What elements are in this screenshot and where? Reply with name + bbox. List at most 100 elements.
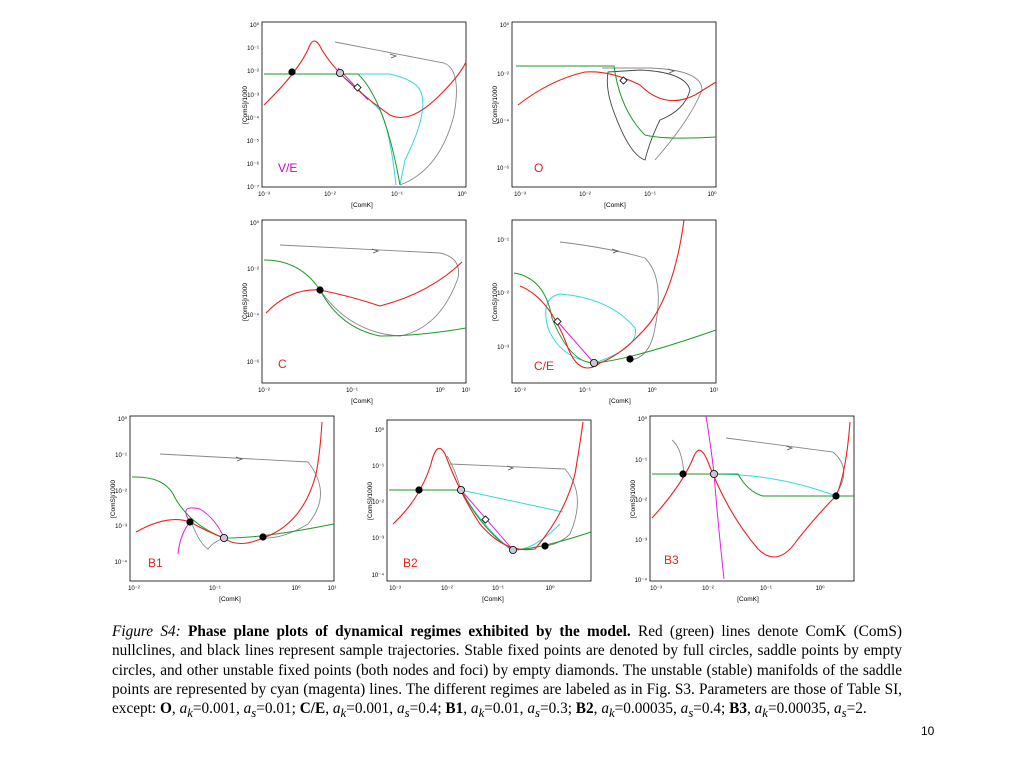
y-tick-label: 10⁻³ xyxy=(372,536,384,542)
y-tick-label: 10⁻¹ xyxy=(497,238,509,244)
x-tick-label: 10¹ xyxy=(462,388,471,394)
y-tick-label: 10⁻¹ xyxy=(247,46,259,52)
y-tick-label: 10⁻⁴ xyxy=(635,577,648,584)
stable-fixed-point xyxy=(541,542,549,550)
y-axis-label: [ComS]/1000 xyxy=(242,283,249,321)
comk-nullcline xyxy=(392,421,584,551)
caption-title: Phase plane plots of dynamical regimes e… xyxy=(187,623,631,640)
trajectory-arrow xyxy=(506,465,515,471)
param-as: 0.3 xyxy=(548,700,568,718)
stable-fixed-point xyxy=(186,518,194,526)
phase-plot-b3: 10⁰ 10⁻¹ 10⁻² 10⁻³ 10⁻⁴ 10⁻³ 10⁻² 10⁻¹ 1… xyxy=(628,414,864,606)
y-tick-labels: 10⁰ 10⁻¹ 10⁻² 10⁻³ 10⁻⁴ 10⁻⁵ 10⁻⁶ 10⁻⁷ xyxy=(247,22,260,191)
unstable-focus-diamond xyxy=(553,317,562,326)
y-tick-label: 10⁰ xyxy=(250,220,260,227)
x-tick-label: 10⁻² xyxy=(128,586,140,592)
stable-fixed-point xyxy=(288,68,296,76)
y-tick-label: 10⁻¹ xyxy=(372,464,384,470)
param-regime: B2 xyxy=(575,700,594,718)
trajectory xyxy=(334,41,457,186)
stable-fixed-point xyxy=(832,492,840,500)
unstable-manifold xyxy=(545,293,636,364)
trajectory xyxy=(279,244,460,337)
plot-frame xyxy=(649,415,855,582)
comk-nullcline xyxy=(517,71,717,106)
x-tick-label: 10⁻¹ xyxy=(391,192,403,198)
param-ak: 0.00035 xyxy=(776,700,827,718)
figure-caption: Figure S4: Phase plane plots of dynamica… xyxy=(112,622,902,724)
y-tick-label: 10⁻⁴ xyxy=(372,572,385,579)
x-tick-label: 10⁻³ xyxy=(258,192,270,198)
y-tick-label: 10⁻⁴ xyxy=(497,118,510,125)
y-axis-label: [ComS]/1000 xyxy=(110,480,117,518)
phase-plot-b1: 10⁰ 10⁻¹ 10⁻² 10⁻³ 10⁻⁴ 10⁻² 10⁻¹ 10⁰ 10… xyxy=(108,414,344,606)
y-tick-label: 10⁻³ xyxy=(497,345,509,351)
stable-fixed-point xyxy=(679,470,687,478)
y-tick-label: 10⁻³ xyxy=(247,93,259,99)
regime-label: B2 xyxy=(403,556,418,570)
param-regime: B1 xyxy=(445,700,464,718)
plot-frame xyxy=(386,419,592,582)
unstable-manifold xyxy=(460,489,564,513)
figure-label: Figure S4: xyxy=(112,623,181,640)
y-tick-label: 10⁰ xyxy=(638,416,648,423)
saddle-point xyxy=(508,545,517,554)
x-tick-labels: 10⁻² 10⁻¹ 10⁰ 10¹ xyxy=(514,387,718,394)
y-tick-label: 10⁻² xyxy=(115,489,127,495)
trajectory-arrow xyxy=(667,68,676,74)
stable-fixed-point xyxy=(415,486,423,494)
y-tick-label: 10⁻⁴ xyxy=(247,115,260,122)
y-tick-label: 10⁻² xyxy=(247,69,259,75)
param-as: 0.4 xyxy=(418,700,438,718)
phase-plot-ce: 10⁻¹ 10⁻² 10⁻³ 10⁻² 10⁻¹ 10⁰ 10¹ [ComK] … xyxy=(490,218,726,408)
x-axis-label: [ComK] xyxy=(609,398,631,405)
x-tick-label: 10⁻¹ xyxy=(579,388,591,394)
y-tick-label: 10⁻⁴ xyxy=(115,559,128,566)
y-tick-label: 10⁻⁶ xyxy=(497,165,510,172)
y-tick-labels: 10⁻¹ 10⁻² 10⁻³ xyxy=(497,238,509,351)
x-tick-labels: 10⁻³ 10⁻² 10⁻¹ 10⁰ xyxy=(258,191,467,198)
y-axis-label: [ComS]/1000 xyxy=(242,86,249,124)
unstable-node-diamond xyxy=(353,83,362,92)
y-tick-label: 10⁻¹ xyxy=(115,453,127,459)
coms-nullcline xyxy=(516,65,717,139)
x-axis-label: [ComK] xyxy=(351,398,373,405)
saddle-point xyxy=(220,534,229,543)
x-tick-label: 10⁻¹ xyxy=(760,586,772,592)
param-regime: B3 xyxy=(729,700,747,718)
x-tick-label: 10⁻¹ xyxy=(209,586,221,592)
param-ak: 0.01 xyxy=(492,700,520,718)
regime-label: V/E xyxy=(278,161,297,175)
x-axis-label: [ComK] xyxy=(737,596,759,603)
regime-label: O xyxy=(534,161,543,175)
caption-params: O, ak=0.001, as=0.01; C/E, ak=0.001, as=… xyxy=(160,700,867,721)
y-tick-label: 10⁻⁶ xyxy=(247,359,260,366)
y-tick-label: 10⁻⁵ xyxy=(247,138,260,145)
x-tick-label: 10⁰ xyxy=(647,387,657,394)
trajectory-arrow xyxy=(785,445,794,451)
saddle-point xyxy=(710,470,719,479)
x-axis-label: [ComK] xyxy=(351,202,373,209)
x-tick-label: 10⁻¹ xyxy=(644,192,656,198)
coms-nullcline xyxy=(513,272,717,364)
page-number: 10 xyxy=(921,724,935,738)
x-tick-label: 10⁻² xyxy=(702,586,714,592)
param-as: 2 xyxy=(855,700,863,718)
y-tick-label: 10⁻¹ xyxy=(635,458,647,464)
y-tick-label: 10⁻⁴ xyxy=(247,312,260,319)
phase-plot-o: 10⁰ 10⁻² 10⁻⁴ 10⁻⁶ 10⁻³ 10⁻² 10⁻¹ 10⁰ [C… xyxy=(490,20,726,212)
x-tick-labels: 10⁻³ 10⁻² 10⁻¹ 10⁰ xyxy=(389,585,555,592)
phase-plot-b2: 10⁰ 10⁻¹ 10⁻² 10⁻³ 10⁻⁴ 10⁻³ 10⁻² 10⁻¹ 1… xyxy=(365,414,601,606)
x-tick-label: 10⁻³ xyxy=(389,586,401,592)
trajectory-arrow xyxy=(371,248,380,254)
trajectory xyxy=(159,453,321,539)
stable-fixed-point xyxy=(316,286,324,294)
x-axis-label: [ComK] xyxy=(604,202,626,209)
y-axis-label: [ComS]/1000 xyxy=(367,482,374,520)
caption-body: Red (green) lines denote ComK (ComS) nul… xyxy=(112,623,903,718)
param-ak: 0.00035 xyxy=(623,700,673,718)
phase-plot-ve: 10⁰ 10⁻¹ 10⁻² 10⁻³ 10⁻⁴ 10⁻⁵ 10⁻⁶ 10⁻⁷ 1… xyxy=(240,20,476,212)
y-tick-label: 10⁻² xyxy=(497,72,509,78)
regime-label: C/E xyxy=(534,359,554,373)
y-tick-label: 10⁻² xyxy=(635,498,647,504)
